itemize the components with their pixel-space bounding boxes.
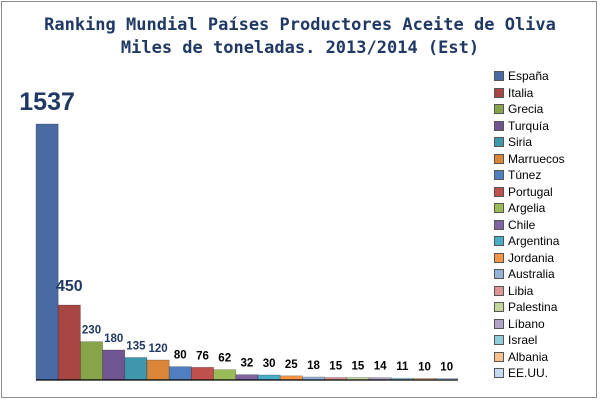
legend-swatch-6: [494, 170, 504, 181]
legend-label-1: Italia: [508, 85, 534, 100]
legend-swatch-8: [494, 203, 504, 214]
data-label-8: 62: [218, 353, 231, 365]
chart-title-block: Ranking Mundial Países Productores Aceit…: [2, 14, 598, 60]
legend-swatch-14: [494, 302, 504, 313]
legend-label-16: Israel: [508, 333, 538, 348]
legend-item-17: Albania: [494, 349, 565, 366]
data-label-11: 25: [285, 359, 298, 371]
data-label-3: 180: [104, 333, 123, 345]
legend-item-13: Libia: [494, 283, 565, 300]
bar-8: [213, 369, 237, 381]
data-label-9: 32: [241, 358, 254, 370]
data-label-17: 10: [418, 361, 431, 373]
legend-item-16: Israel: [494, 332, 565, 349]
data-label-16: 11: [396, 361, 409, 373]
bar-9: [235, 374, 259, 381]
legend-swatch-10: [494, 236, 504, 247]
legend-swatch-11: [494, 252, 504, 263]
chart-legend: España Italia Grecia Turquía Siria Marruecos T…: [494, 68, 565, 382]
bar-10: [257, 374, 281, 381]
legend-item-1: Italia: [494, 85, 565, 102]
legend-label-6: Túnez: [508, 168, 542, 183]
legend-label-0: España: [508, 69, 549, 84]
bar-3: [102, 349, 126, 381]
legend-item-4: Siria: [494, 134, 565, 151]
legend-item-8: Argelia: [494, 200, 565, 217]
legend-swatch-5: [494, 153, 504, 164]
legend-label-8: Argelia: [508, 201, 546, 216]
legend-label-10: Argentina: [508, 234, 560, 249]
bar-7: [191, 367, 214, 381]
legend-swatch-18: [494, 368, 504, 379]
legend-label-4: Siria: [508, 135, 533, 150]
data-label-1: 450: [56, 278, 83, 295]
legend-swatch-17: [494, 351, 504, 362]
legend-item-18: EE.UU.: [494, 365, 565, 382]
data-label-6: 80: [174, 350, 187, 362]
legend-swatch-4: [494, 137, 504, 148]
legend-label-14: Palestina: [508, 300, 558, 315]
data-label-15: 14: [374, 361, 387, 373]
legend-label-12: Australia: [508, 267, 555, 282]
bar-4: [124, 357, 148, 381]
bar-6: [168, 366, 192, 381]
legend-swatch-2: [494, 104, 504, 115]
legend-swatch-9: [494, 219, 504, 230]
data-label-0: 1537: [19, 88, 75, 116]
legend-label-3: Turquía: [508, 118, 549, 133]
bar-11: [279, 375, 303, 381]
legend-item-6: Túnez: [494, 167, 565, 184]
data-label-10: 30: [263, 358, 276, 370]
legend-item-15: Líbano: [494, 316, 565, 333]
legend-item-7: Portugal: [494, 184, 565, 201]
legend-label-5: Marruecos: [508, 151, 565, 166]
legend-item-11: Jordania: [494, 250, 565, 267]
legend-item-9: Chile: [494, 217, 565, 234]
legend-label-9: Chile: [508, 217, 536, 232]
legend-label-13: Libia: [508, 283, 534, 298]
bar-0: [35, 123, 59, 381]
data-label-5: 120: [149, 343, 168, 355]
legend-item-14: Palestina: [494, 299, 565, 316]
legend-swatch-7: [494, 186, 504, 197]
legend-label-15: Líbano: [508, 316, 545, 331]
legend-item-3: Turquía: [494, 118, 565, 135]
data-label-2: 230: [82, 325, 101, 337]
legend-swatch-15: [494, 318, 504, 329]
legend-label-11: Jordania: [508, 250, 555, 265]
legend-swatch-1: [494, 87, 504, 98]
data-label-18: 10: [440, 361, 453, 373]
data-label-4: 135: [126, 341, 146, 353]
legend-label-2: Grecia: [508, 102, 544, 117]
legend-item-2: Grecia: [494, 101, 565, 118]
legend-swatch-16: [494, 335, 504, 346]
legend-item-0: España: [494, 68, 565, 85]
bar-2: [80, 341, 103, 381]
legend-label-17: Albania: [508, 349, 549, 364]
legend-label-7: Portugal: [508, 184, 553, 199]
legend-swatch-13: [494, 285, 504, 296]
chart-subtitle: Miles de toneladas. 2013/2014 (Est): [120, 38, 480, 58]
legend-swatch-3: [494, 120, 504, 131]
bar-5: [146, 359, 170, 381]
data-label-14: 15: [352, 361, 365, 373]
data-label-13: 15: [329, 361, 342, 373]
legend-swatch-0: [494, 71, 504, 82]
legend-item-5: Marruecos: [494, 151, 565, 168]
legend-item-10: Argentina: [494, 233, 565, 250]
legend-swatch-12: [494, 269, 504, 280]
data-label-12: 18: [307, 360, 320, 372]
legend-label-18: EE.UU.: [508, 366, 549, 381]
chart-title: Ranking Mundial Países Productores Aceit…: [44, 15, 556, 35]
bar-1: [57, 304, 81, 381]
legend-item-12: Australia: [494, 266, 565, 283]
data-label-7: 76: [196, 350, 209, 362]
